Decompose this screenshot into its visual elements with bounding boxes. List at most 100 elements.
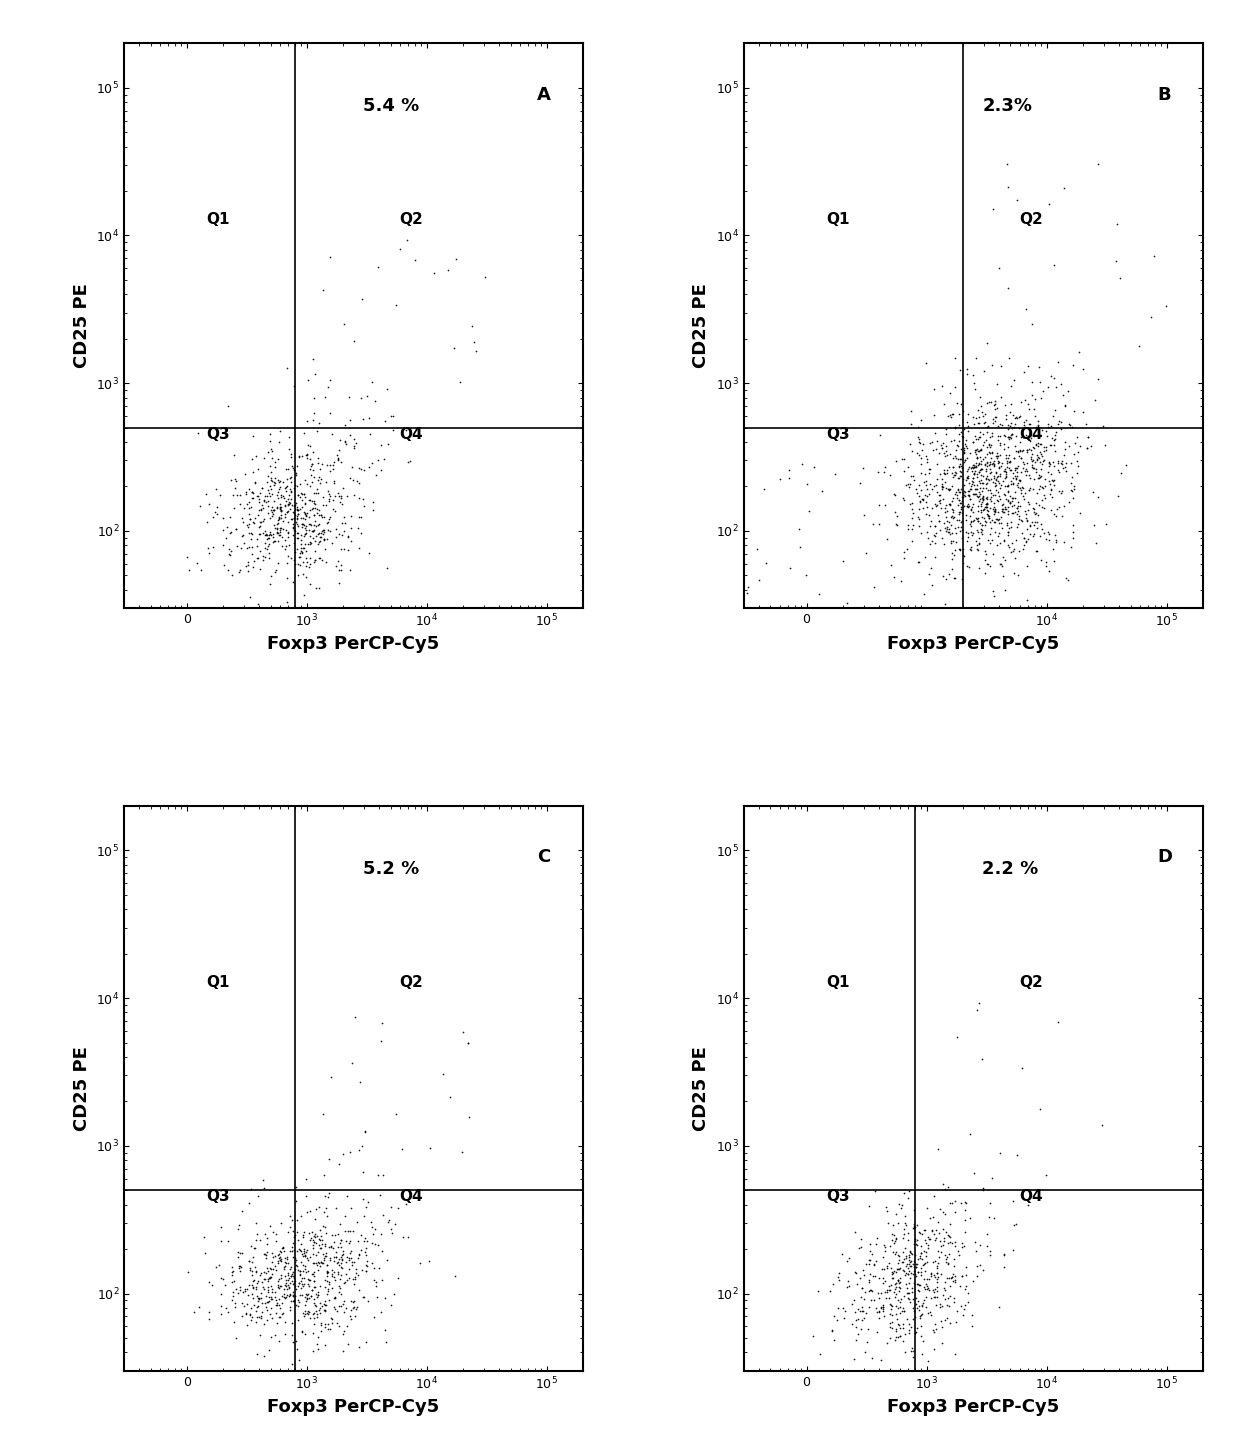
- Point: [367, 1286, 387, 1309]
- Point: [1063, 521, 1083, 544]
- Point: [952, 509, 972, 532]
- Point: [269, 478, 289, 501]
- Point: [355, 459, 374, 482]
- Point: [268, 1250, 288, 1273]
- Point: [961, 509, 981, 532]
- Point: [972, 519, 992, 543]
- Point: [339, 1232, 358, 1255]
- Point: [899, 1322, 919, 1345]
- Point: [343, 437, 363, 460]
- Point: [909, 427, 929, 450]
- Point: [993, 423, 1013, 446]
- Point: [221, 540, 241, 563]
- Point: [269, 470, 289, 494]
- Point: [1039, 560, 1059, 583]
- Point: [847, 1273, 867, 1296]
- Point: [924, 1338, 944, 1361]
- Point: [295, 1244, 315, 1267]
- Point: [951, 460, 971, 483]
- Point: [308, 1283, 327, 1306]
- Point: [283, 1330, 303, 1354]
- Point: [910, 479, 930, 502]
- Point: [906, 1264, 926, 1287]
- Point: [991, 385, 1011, 408]
- Point: [918, 1277, 937, 1300]
- Point: [1044, 548, 1064, 571]
- Point: [970, 557, 990, 580]
- Point: [241, 1258, 260, 1281]
- Point: [1017, 589, 1037, 612]
- Point: [996, 446, 1016, 469]
- Point: [300, 475, 320, 498]
- Point: [1044, 455, 1064, 478]
- Point: [296, 1185, 316, 1208]
- Point: [252, 1287, 272, 1310]
- Point: [892, 1299, 911, 1322]
- Point: [223, 1284, 243, 1307]
- Point: [330, 1231, 350, 1254]
- Point: [293, 512, 312, 535]
- Point: [258, 1241, 278, 1264]
- Point: [887, 1303, 906, 1326]
- Point: [213, 534, 233, 557]
- Point: [909, 514, 929, 537]
- Point: [982, 440, 1002, 463]
- Point: [289, 1271, 309, 1294]
- Point: [884, 1280, 904, 1303]
- Point: [1116, 453, 1136, 476]
- Point: [874, 1304, 894, 1328]
- Point: [934, 459, 954, 482]
- Point: [935, 1244, 955, 1267]
- Point: [268, 1273, 288, 1296]
- Point: [291, 1232, 311, 1255]
- Point: [931, 478, 951, 501]
- Point: [309, 1258, 329, 1281]
- Point: [275, 495, 295, 518]
- Point: [915, 1229, 935, 1253]
- Point: [888, 1270, 908, 1293]
- Point: [280, 491, 300, 514]
- Point: [1004, 456, 1024, 479]
- Point: [982, 354, 1002, 377]
- Point: [946, 439, 966, 462]
- Point: [260, 466, 280, 489]
- Point: [887, 1240, 906, 1263]
- Point: [1095, 433, 1115, 456]
- Point: [294, 514, 314, 537]
- Point: [960, 1123, 980, 1146]
- Point: [822, 1319, 842, 1342]
- Point: [332, 1247, 352, 1270]
- Point: [920, 1228, 940, 1251]
- Point: [929, 1245, 949, 1268]
- Point: [298, 1273, 317, 1296]
- Point: [275, 457, 295, 481]
- Point: [883, 1294, 903, 1317]
- Point: [970, 1234, 990, 1257]
- Point: [879, 1278, 899, 1302]
- Point: [294, 537, 314, 560]
- Point: [909, 1278, 929, 1302]
- Point: [975, 514, 994, 537]
- Point: [291, 489, 311, 512]
- Point: [906, 1214, 926, 1237]
- Point: [879, 1326, 899, 1349]
- Point: [296, 443, 316, 466]
- Point: [247, 1296, 267, 1319]
- Point: [900, 492, 920, 515]
- Point: [310, 472, 330, 495]
- Point: [899, 1260, 919, 1283]
- Point: [994, 394, 1014, 417]
- Point: [996, 408, 1016, 431]
- Point: [988, 444, 1008, 468]
- Point: [322, 423, 342, 446]
- Point: [1019, 492, 1039, 515]
- Point: [284, 1261, 304, 1284]
- Point: [264, 466, 284, 489]
- Point: [458, 1032, 477, 1055]
- Point: [921, 530, 941, 553]
- Point: [866, 1266, 885, 1289]
- Point: [273, 509, 293, 532]
- Point: [909, 1221, 929, 1244]
- Point: [305, 1222, 325, 1245]
- Point: [934, 462, 954, 485]
